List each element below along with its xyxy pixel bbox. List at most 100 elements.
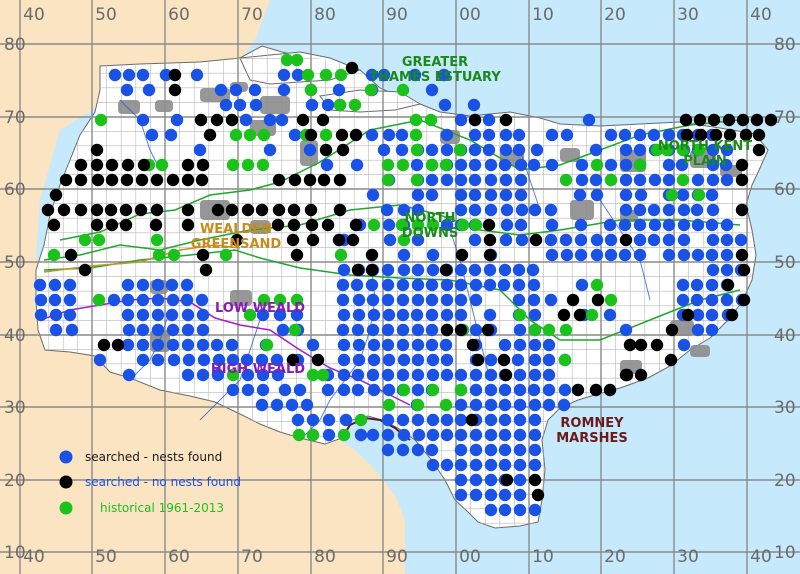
none-record-dot bbox=[468, 113, 482, 127]
found-record-dot bbox=[395, 143, 409, 157]
historical-record-dot bbox=[426, 383, 440, 397]
none-record-dot bbox=[365, 248, 379, 262]
y-right-tick-label: 80 bbox=[774, 35, 796, 55]
found-record-dot bbox=[482, 143, 496, 157]
found-record-dot bbox=[367, 338, 381, 352]
found-record-dot bbox=[484, 398, 498, 412]
found-record-dot bbox=[705, 218, 719, 232]
found-record-dot bbox=[662, 158, 676, 172]
none-record-dot bbox=[49, 188, 63, 202]
y-left-tick-label: 50 bbox=[4, 253, 26, 273]
found-record-dot bbox=[677, 218, 691, 232]
historical-record-dot bbox=[410, 143, 424, 157]
found-record-dot bbox=[196, 308, 210, 322]
none-record-dot bbox=[499, 113, 513, 127]
found-record-dot bbox=[604, 128, 618, 142]
historical-record-dot bbox=[559, 173, 573, 187]
x-top-tick-label: 00 bbox=[459, 5, 481, 25]
historical-record-dot bbox=[333, 98, 347, 112]
found-record-dot bbox=[482, 128, 496, 142]
none-record-dot bbox=[707, 113, 721, 127]
found-record-dot bbox=[396, 443, 410, 457]
found-record-dot bbox=[366, 368, 380, 382]
found-record-dot bbox=[590, 248, 604, 262]
found-record-dot bbox=[397, 263, 411, 277]
y-left-tick-label: 30 bbox=[4, 398, 26, 418]
found-record-dot bbox=[542, 383, 556, 397]
historical-record-dot bbox=[152, 248, 166, 262]
none-record-dot bbox=[634, 338, 648, 352]
found-record-dot bbox=[381, 413, 395, 427]
found-record-dot bbox=[322, 413, 336, 427]
y-right-tick-label: 10 bbox=[774, 543, 796, 563]
historical-record-dot bbox=[243, 128, 257, 142]
found-record-dot bbox=[677, 203, 691, 217]
found-record-dot bbox=[380, 203, 394, 217]
found-record-dot bbox=[499, 188, 513, 202]
none-record-dot bbox=[333, 203, 347, 217]
found-record-dot bbox=[662, 248, 676, 262]
river bbox=[199, 319, 261, 421]
none-record-dot bbox=[64, 248, 78, 262]
found-record-dot bbox=[263, 113, 277, 127]
found-record-dot bbox=[469, 398, 483, 412]
found-record-dot bbox=[633, 248, 647, 262]
none-record-dot bbox=[531, 488, 545, 502]
found-record-dot bbox=[590, 188, 604, 202]
found-record-dot bbox=[482, 113, 496, 127]
historical-record-dot bbox=[155, 158, 169, 172]
none-record-dot bbox=[737, 293, 751, 307]
none-record-dot bbox=[483, 233, 497, 247]
found-record-dot bbox=[619, 158, 633, 172]
none-record-dot bbox=[440, 323, 454, 337]
found-record-dot bbox=[211, 368, 225, 382]
found-record-dot bbox=[484, 353, 498, 367]
found-record-dot bbox=[164, 128, 178, 142]
none-record-dot bbox=[272, 203, 286, 217]
found-record-dot bbox=[351, 383, 365, 397]
found-record-dot bbox=[545, 128, 559, 142]
x-top-tick-label: 80 bbox=[314, 5, 336, 25]
found-record-dot bbox=[440, 278, 454, 292]
found-record-dot bbox=[411, 413, 425, 427]
found-record-dot bbox=[513, 488, 527, 502]
north-downs-label: DOWNS bbox=[402, 226, 458, 241]
found-record-dot bbox=[34, 293, 48, 307]
historical-record-dot bbox=[633, 158, 647, 172]
none-record-dot bbox=[349, 128, 363, 142]
high-weald-label: HIGH WEALD bbox=[211, 362, 305, 377]
found-record-dot bbox=[239, 113, 253, 127]
found-record-dot bbox=[352, 353, 366, 367]
none-record-dot bbox=[111, 338, 125, 352]
found-record-dot bbox=[65, 323, 79, 337]
none-record-dot bbox=[319, 143, 333, 157]
found-record-dot bbox=[352, 308, 366, 322]
none-record-dot bbox=[566, 293, 580, 307]
found-record-dot bbox=[440, 308, 454, 322]
found-record-dot bbox=[633, 173, 647, 187]
found-record-dot bbox=[181, 323, 195, 337]
none-record-dot bbox=[290, 248, 304, 262]
found-record-dot bbox=[381, 443, 395, 457]
none-record-dot bbox=[90, 203, 104, 217]
found-record-dot bbox=[499, 143, 513, 157]
none-record-dot bbox=[272, 173, 286, 187]
found-record-dot bbox=[468, 158, 482, 172]
found-record-dot bbox=[396, 413, 410, 427]
found-record-dot bbox=[381, 263, 395, 277]
historical-record-dot bbox=[301, 68, 315, 82]
found-record-dot bbox=[559, 233, 573, 247]
found-record-dot bbox=[512, 128, 526, 142]
historical-record-dot bbox=[410, 173, 424, 187]
found-record-dot bbox=[527, 278, 541, 292]
historical-record-dot bbox=[409, 128, 423, 142]
found-record-dot bbox=[542, 398, 556, 412]
urban-area bbox=[118, 100, 140, 114]
found-record-dot bbox=[151, 293, 165, 307]
found-record-dot bbox=[336, 323, 350, 337]
none-record-dot bbox=[255, 203, 269, 217]
legend: searched - nests found searched - no nest… bbox=[59, 450, 241, 515]
found-record-dot bbox=[676, 188, 690, 202]
found-record-dot bbox=[454, 113, 468, 127]
found-record-dot bbox=[514, 188, 528, 202]
